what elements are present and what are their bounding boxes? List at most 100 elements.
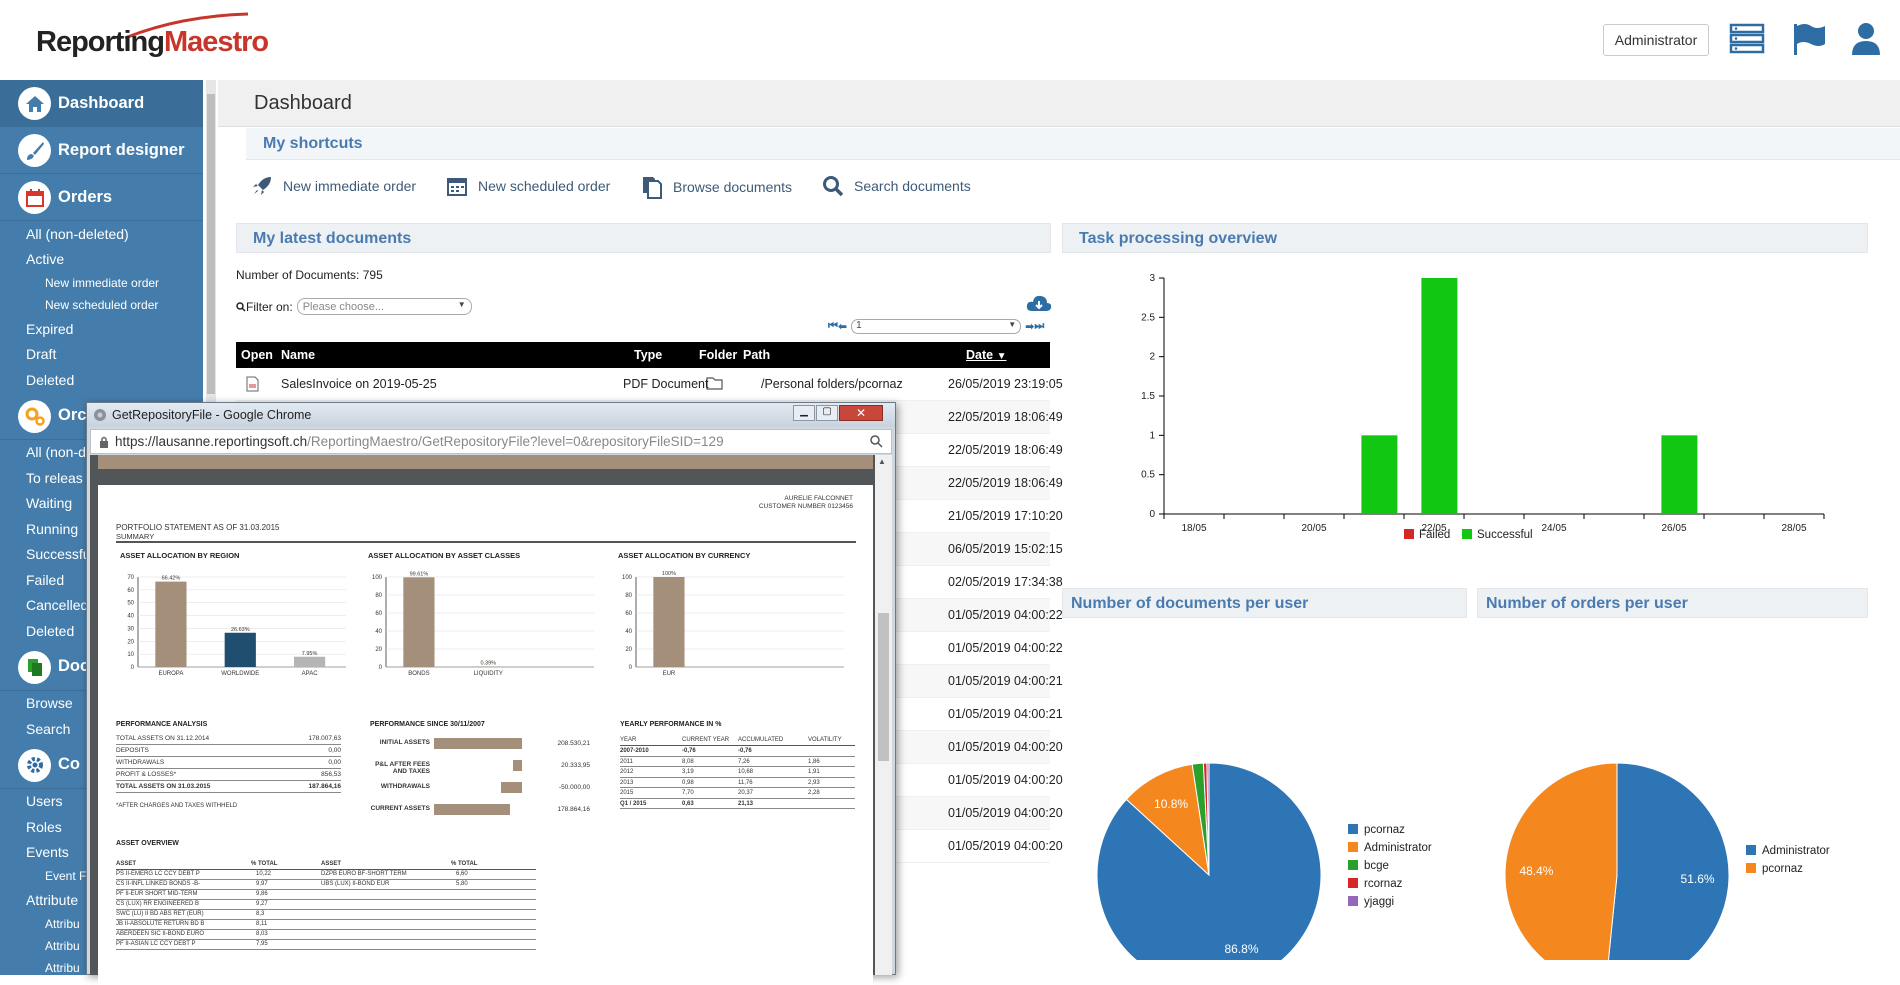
maximize-button[interactable]: ▢: [816, 405, 838, 421]
sidebar-item-orders-draft[interactable]: Draft: [0, 342, 203, 368]
sidebar-item-dashboard[interactable]: Dashboard: [0, 80, 203, 127]
yearly-cell: 1,91: [808, 769, 820, 775]
sidebar-item-orders-deleted[interactable]: Deleted: [0, 367, 203, 393]
mini-tick-label: 80: [375, 593, 382, 599]
calendar-icon: [18, 181, 51, 214]
calendar-icon: [446, 175, 468, 197]
url-bar[interactable]: https://lausanne.reportingsoft.ch/Report…: [90, 429, 892, 454]
shortcut-browse-documents[interactable]: Browse documents: [641, 175, 792, 199]
pie-slice: [1606, 763, 1729, 960]
filter-bar: Filter on: Please choose...▼: [236, 298, 472, 315]
sidebar-item-orders-all[interactable]: All (non-deleted): [0, 221, 203, 247]
mini-category-label: LIQUIDITY: [474, 671, 503, 677]
page-title: Dashboard: [254, 92, 352, 115]
pdf-scrollbar[interactable]: ▲: [875, 455, 892, 975]
minimize-button[interactable]: ▁: [793, 405, 815, 421]
mini-tick-label: 70: [127, 575, 134, 581]
sidebar-item-new-immediate-order[interactable]: New immediate order: [0, 272, 203, 294]
latest-documents-header: My latest documents: [236, 223, 1051, 253]
user-icon[interactable]: [1851, 22, 1881, 56]
close-button[interactable]: ✕: [839, 405, 883, 421]
mini-bar-label: 99.61%: [410, 571, 429, 577]
cell-date: 01/05/2019 04:00:21: [948, 674, 1063, 688]
overview-asset: JB II-ABSOLUTE RETURN BD B: [116, 921, 204, 927]
legend-swatch: [1746, 863, 1756, 873]
col-name[interactable]: Name: [281, 348, 315, 362]
perf-label: PROFIT & LOSSES*: [116, 771, 176, 778]
yearly-cell: 10,68: [738, 769, 753, 775]
url-path: /ReportingMaestro/GetRepositoryFile?leve…: [307, 434, 723, 449]
doc-currency-title: ASSET ALLOCATION BY CURRENCY: [618, 551, 750, 560]
overview-asset: PF II-EUR SHORT MID-TERM: [116, 891, 197, 897]
table-header: Open Name Type Folder Path Date ▼: [236, 342, 1050, 368]
cloud-download-icon[interactable]: [1026, 294, 1052, 314]
col-date[interactable]: Date ▼: [966, 348, 1006, 362]
doc-divider: [116, 541, 856, 543]
app-logo[interactable]: ReportingMaestro: [36, 26, 268, 59]
gears-icon: [18, 400, 51, 433]
overview-col-header: ASSET: [321, 861, 341, 867]
mini-tick-label: 60: [375, 611, 382, 617]
page-select[interactable]: 1▼: [851, 319, 1021, 334]
sidebar-item-orders-active[interactable]: Active: [0, 247, 203, 273]
overview-pct: 9,86: [256, 891, 268, 897]
scroll-up-icon[interactable]: ▲: [878, 457, 886, 466]
bar-successful: [1361, 435, 1397, 514]
since-bar: [513, 760, 522, 771]
home-icon: [18, 87, 51, 120]
overview-asset: PF II-ASIAN LC CCY DEBT P: [116, 941, 195, 947]
perf-value: 178.007,63: [308, 735, 341, 742]
folder-icon[interactable]: [706, 376, 724, 393]
sidebar-label: Doc: [58, 657, 89, 676]
since-value: 20.333,95: [561, 762, 590, 769]
since-row: WITHDRAWALS-50.000,00: [370, 777, 590, 799]
cell-date: 22/05/2019 18:06:49: [948, 476, 1063, 490]
shortcut-new-immediate-order[interactable]: New immediate order: [251, 175, 416, 197]
doc-perf-note: *AFTER CHARGES AND TAXES WITHHELD: [116, 803, 237, 809]
mini-bar: [403, 577, 434, 667]
sidebar-item-new-scheduled-order[interactable]: New scheduled order: [0, 294, 203, 316]
mini-bar-label: 26.63%: [231, 627, 250, 633]
overview-row: PF II-EUR SHORT MID-TERM 9,86: [116, 890, 536, 900]
col-type[interactable]: Type: [634, 348, 662, 362]
mini-tick-label: 80: [625, 593, 632, 599]
shortcut-search-documents[interactable]: Search documents: [822, 175, 971, 197]
overview-pct: 8,3: [256, 911, 264, 917]
yearly-cell: 1,86: [808, 759, 820, 765]
zoom-icon[interactable]: [870, 435, 883, 448]
mini-bar-label: 7.95%: [302, 651, 318, 657]
user-role-button[interactable]: Administrator: [1603, 24, 1709, 56]
popup-titlebar[interactable]: GetRepositoryFile - Google Chrome ▁ ▢ ✕: [87, 403, 895, 427]
first-page-icon[interactable]: ⏮: [828, 320, 838, 333]
perf-value: 0,00: [328, 747, 341, 754]
scrollbar-thumb[interactable]: [207, 94, 215, 394]
flag-icon[interactable]: [1792, 22, 1826, 56]
sidebar-label: Co: [58, 755, 80, 774]
yearly-cell: 7,70: [682, 790, 694, 796]
last-page-icon[interactable]: ⏭: [1034, 320, 1044, 333]
y-tick-label: 2.5: [1141, 312, 1155, 323]
filter-select[interactable]: Please choose...▼: [297, 298, 472, 315]
yearly-cell: 0,98: [682, 780, 694, 786]
sidebar-item-report-designer[interactable]: Report designer: [0, 127, 203, 174]
pdf-file-icon[interactable]: [246, 376, 259, 395]
sidebar-item-orders-expired[interactable]: Expired: [0, 316, 203, 342]
yearly-row: 2007-2010-0,76-0,76: [620, 746, 855, 757]
yearly-cell: 2011: [620, 759, 633, 765]
cell-date: 26/05/2019 23:19:05: [948, 377, 1063, 391]
server-icon[interactable]: [1729, 22, 1765, 54]
col-path[interactable]: Path: [743, 348, 770, 362]
scrollbar-thumb[interactable]: [878, 613, 889, 761]
prev-page-icon[interactable]: ⬅: [838, 320, 847, 333]
perf-label: DEPOSITS: [116, 747, 149, 754]
legend-swatch: [1348, 842, 1358, 852]
next-page-icon[interactable]: ➡: [1025, 320, 1034, 333]
shortcut-new-scheduled-order[interactable]: New scheduled order: [446, 175, 610, 197]
sidebar-item-orders[interactable]: Orders: [0, 174, 203, 221]
